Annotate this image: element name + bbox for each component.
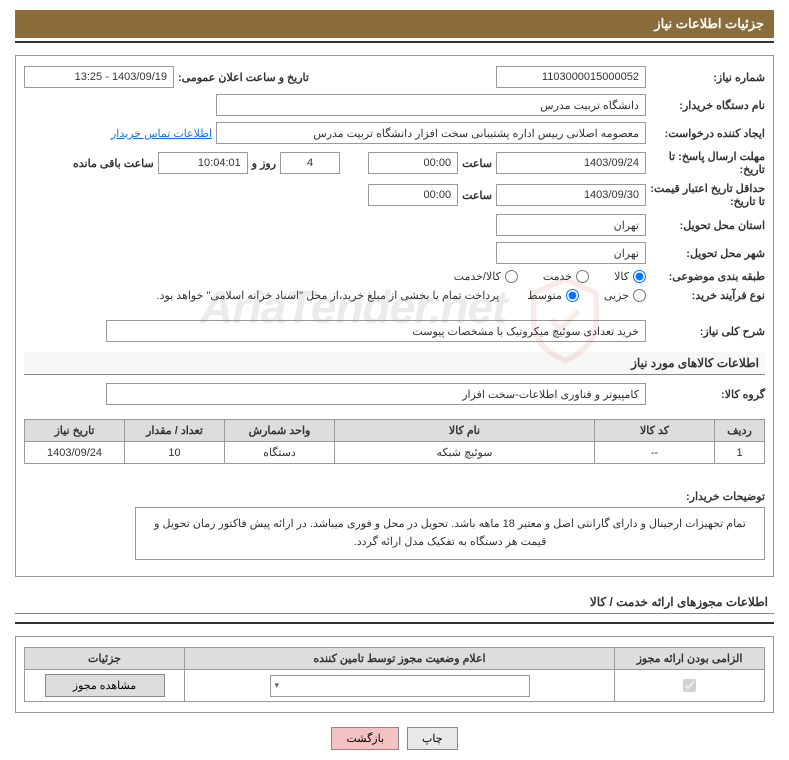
table-row: 1 -- سوئیچ شبکه دستگاه 10 1403/09/24 [25,442,765,464]
permits-section-title: اطلاعات مجوزهای ارائه خدمت / کالا [15,591,774,614]
td-date: 1403/09/24 [25,442,125,464]
mandatory-checkbox [683,679,696,692]
announce-label: تاریخ و ساعت اعلان عمومی: [178,71,309,84]
remaining-label: ساعت باقی مانده [73,157,154,170]
requester-label: ایجاد کننده درخواست: [650,127,765,140]
need-number-field: 1103000015000052 [496,66,646,88]
goods-section-title: اطلاعات کالاهای مورد نیاز [24,352,765,375]
deadline-label: مهلت ارسال پاسخ: تا تاریخ: [650,150,765,176]
chevron-down-icon: ▾ [275,680,280,691]
header-divider [15,41,774,43]
button-row: چاپ بازگشت [15,727,774,750]
province-field: تهران [496,214,646,236]
deadline-time-field: 00:00 [368,152,458,174]
radio-motevaset-label: متوسط [527,289,562,302]
goods-group-label: گروه کالا: [650,388,765,401]
desc-label: شرح کلی نیاز: [650,325,765,338]
th-qty: تعداد / مقدار [125,420,225,442]
radio-kalakhedmat[interactable]: کالا/خدمت [454,270,518,283]
view-permit-button[interactable]: مشاهده مجوز [45,674,165,697]
th-date: تاریخ نیاز [25,420,125,442]
table-header-row: ردیف کد کالا نام کالا واحد شمارش تعداد /… [25,420,765,442]
buyer-label: نام دستگاه خریدار: [650,99,765,112]
need-info-section: شماره نیاز: 1103000015000052 تاریخ و ساع… [15,55,774,577]
permits-divider [15,622,774,624]
validity-time-field: 00:00 [368,184,458,206]
process-label: نوع فرآیند خرید: [650,289,765,302]
td-name: سوئیچ شبکه [335,442,595,464]
permits-header-row: الزامی بودن ارائه مجوز اعلام وضعیت مجوز … [25,648,765,670]
th-row: ردیف [715,420,765,442]
remaining-time-field: 10:04:01 [158,152,248,174]
requester-field: معصومه اصلانی رییس اداره پشتیبانی سخت اف… [216,122,646,144]
radio-kala[interactable]: کالا [614,270,646,283]
page-title: جزئیات اطلاعات نیاز [15,10,774,38]
td-unit: دستگاه [225,442,335,464]
td-mandatory [615,670,765,702]
radio-kalakhedmat-label: کالا/خدمت [454,270,501,283]
radio-khedmat[interactable]: خدمت [543,270,589,283]
validity-date-field: 1403/09/30 [496,184,646,206]
need-number-label: شماره نیاز: [650,71,765,84]
permits-section: الزامی بودن ارائه مجوز اعلام وضعیت مجوز … [15,636,774,713]
buyer-notes-label: توضیحات خریدار: [650,472,765,503]
td-qty: 10 [125,442,225,464]
radio-jozee[interactable]: جزیی [604,289,646,302]
radio-jozee-label: جزیی [604,289,629,302]
permits-table: الزامی بودن ارائه مجوز اعلام وضعیت مجوز … [24,647,765,702]
buyer-notes-box: تمام تجهیزات ارجینال و دارای گارانتی اصل… [135,507,765,560]
radio-motevaset[interactable]: متوسط [527,289,579,302]
td-status: ▾ [185,670,615,702]
buyer-field: دانشگاه تربیت مدرس [216,94,646,116]
th-details: جزئیات [25,648,185,670]
td-code: -- [595,442,715,464]
th-status: اعلام وضعیت مجوز توسط تامین کننده [185,648,615,670]
deadline-time-label: ساعت [462,157,492,170]
validity-time-label: ساعت [462,189,492,202]
days-field: 4 [280,152,340,174]
back-button[interactable]: بازگشت [331,727,399,750]
city-field: تهران [496,242,646,264]
radio-khedmat-label: خدمت [543,270,572,283]
th-code: کد کالا [595,420,715,442]
goods-group-field: کامپیوتر و فناوری اطلاعات-سخت افزار [106,383,646,405]
radio-kala-label: کالا [614,270,629,283]
validity-label: حداقل تاریخ اعتبار قیمت: تا تاریخ: [650,182,765,208]
th-name: نام کالا [335,420,595,442]
category-label: طبقه بندی موضوعی: [650,270,765,283]
goods-table: ردیف کد کالا نام کالا واحد شمارش تعداد /… [24,419,765,464]
payment-note: پرداخت تمام یا بخشی از مبلغ خرید،از محل … [157,289,500,302]
desc-field: خرید تعدادی سوئیچ میکروتیک با مشخصات پیو… [106,320,646,342]
status-select[interactable]: ▾ [270,675,530,697]
province-label: استان محل تحویل: [650,219,765,232]
td-idx: 1 [715,442,765,464]
td-details: مشاهده مجوز [25,670,185,702]
days-label: روز و [252,157,276,170]
deadline-date-field: 1403/09/24 [496,152,646,174]
th-mandatory: الزامی بودن ارائه مجوز [615,648,765,670]
city-label: شهر محل تحویل: [650,247,765,260]
print-button[interactable]: چاپ [407,727,458,750]
announce-field: 1403/09/19 - 13:25 [24,66,174,88]
buyer-contact-link[interactable]: اطلاعات تماس خریدار [111,127,212,140]
permits-row: ▾ مشاهده مجوز [25,670,765,702]
th-unit: واحد شمارش [225,420,335,442]
